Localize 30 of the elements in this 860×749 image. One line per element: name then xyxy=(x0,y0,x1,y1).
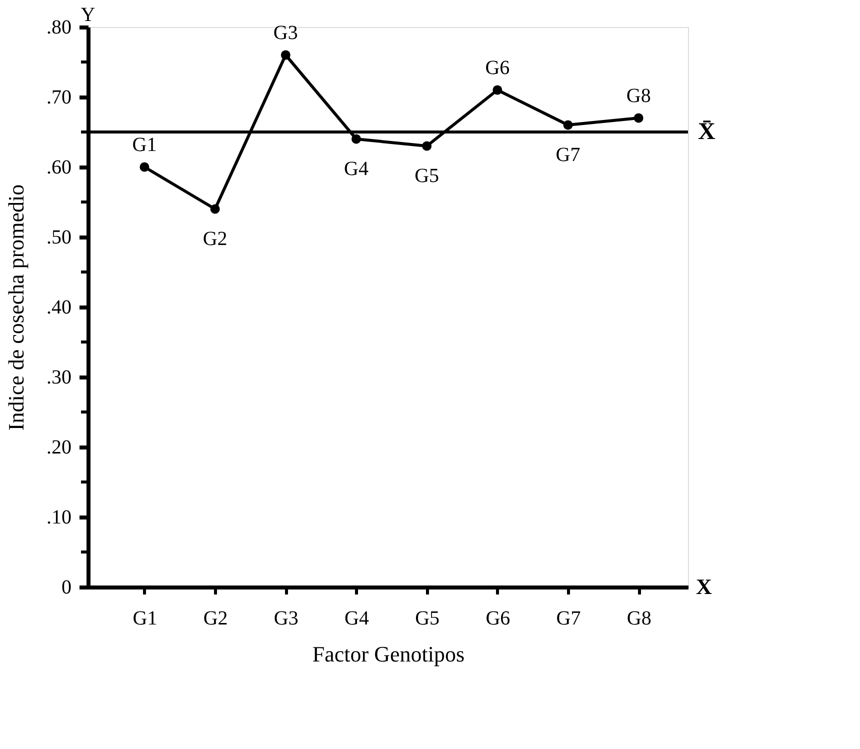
annotation: G3 xyxy=(273,22,298,44)
annotation: G2 xyxy=(202,228,228,250)
y-tick-label: .30 xyxy=(46,366,72,388)
y-tick-label: .70 xyxy=(46,86,72,108)
y-tick-label: .40 xyxy=(46,296,72,318)
x-tick-label: G2 xyxy=(203,608,228,630)
x-tick-label: G3 xyxy=(274,608,298,630)
x-tick-label: G1 xyxy=(132,608,158,630)
y-tick-label: .80 xyxy=(46,16,72,38)
text: X xyxy=(696,574,712,599)
x-tick-label: G6 xyxy=(486,608,510,630)
y-tick-label: .50 xyxy=(46,226,72,248)
x-tick-label: G8 xyxy=(626,608,652,630)
y-tick-label: .10 xyxy=(46,506,72,528)
x-tick-label: G5 xyxy=(415,608,440,630)
x-tick-label: G4 xyxy=(344,608,369,630)
annotation: G1 xyxy=(132,134,157,156)
y-tick-label: .20 xyxy=(46,436,72,458)
ref-line-label: X̄ xyxy=(698,119,716,145)
y-axis-title: Indice de cosecha promedio xyxy=(4,184,28,431)
text: Y xyxy=(80,4,96,26)
y-tick-label: 0 xyxy=(62,576,72,598)
y-tick-label: .60 xyxy=(46,156,72,178)
annotation: G6 xyxy=(485,57,510,79)
annotation: G5 xyxy=(414,165,440,187)
annotation: G8 xyxy=(626,85,651,107)
annotation: G7 xyxy=(556,144,580,166)
x-tick-label: G7 xyxy=(556,608,581,630)
x-axis-title: Factor Genotipos xyxy=(312,642,465,666)
annotation: G4 xyxy=(344,158,368,180)
